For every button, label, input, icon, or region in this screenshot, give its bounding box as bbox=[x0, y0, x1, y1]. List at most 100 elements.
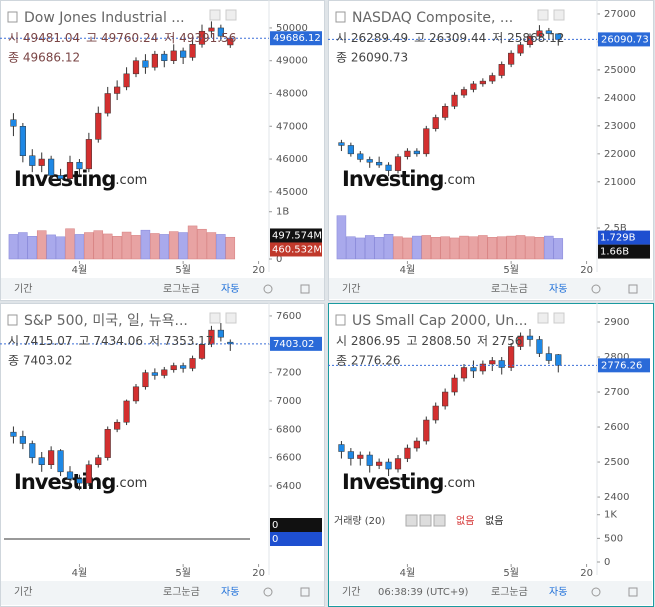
volume-tag-label: 460.532M bbox=[272, 244, 322, 255]
candle-body bbox=[208, 329, 215, 345]
ohlc-value: 시 2806.95 bbox=[336, 334, 400, 348]
volume-bar bbox=[187, 225, 198, 260]
candle-body bbox=[555, 354, 562, 366]
candle-body bbox=[132, 386, 140, 402]
candle-body bbox=[432, 117, 439, 129]
toolbar-button[interactable]: 자동 bbox=[221, 586, 239, 598]
y-tick-label: 6600 bbox=[276, 453, 301, 464]
expand-icon[interactable] bbox=[628, 284, 638, 294]
settings-icon[interactable] bbox=[591, 587, 601, 597]
candle-body bbox=[489, 75, 496, 82]
toolbar bbox=[1, 278, 324, 299]
price-tag-label: 26090.73 bbox=[601, 34, 649, 45]
volume-bar bbox=[206, 232, 217, 260]
y-tick-label: 6400 bbox=[276, 481, 301, 492]
watermark-text: .com bbox=[443, 476, 475, 491]
watermark: Investing.com bbox=[342, 167, 475, 191]
volume-bar bbox=[515, 235, 526, 260]
ohlc-value: 고 2808.50 bbox=[406, 334, 470, 348]
x-tick-label: 5월 bbox=[503, 264, 519, 276]
y-tick-label: 7200 bbox=[276, 368, 301, 379]
volume-bar bbox=[216, 234, 226, 260]
volume-tag bbox=[598, 230, 650, 245]
toolbar-button[interactable]: 로그눈금 bbox=[491, 586, 528, 598]
expand-icon[interactable] bbox=[300, 587, 310, 597]
volume-bar bbox=[374, 237, 384, 260]
candle-body bbox=[526, 335, 534, 340]
candle-body bbox=[123, 73, 130, 88]
volume-bar bbox=[364, 235, 375, 260]
toolbar-button[interactable]: 기간 bbox=[14, 586, 32, 598]
settings-icon[interactable] bbox=[263, 587, 273, 597]
toolbar-button[interactable]: 기간 bbox=[342, 283, 360, 295]
x-tick-label: 4월 bbox=[400, 264, 416, 276]
candle-body bbox=[132, 60, 140, 75]
volume-bar bbox=[112, 236, 122, 260]
toolbar-button[interactable]: 로그눈금 bbox=[163, 586, 200, 598]
candle-body bbox=[123, 400, 130, 423]
watermark-text: Investing bbox=[14, 470, 115, 494]
candle-body bbox=[489, 360, 496, 365]
candle-body bbox=[217, 329, 224, 338]
toolbar bbox=[1, 581, 324, 605]
candle-body bbox=[189, 358, 196, 369]
volume-bar bbox=[355, 237, 366, 260]
candle-body bbox=[114, 421, 121, 430]
candle-body bbox=[66, 471, 74, 480]
x-tick-label: 20 bbox=[252, 265, 265, 276]
toolbar-button[interactable]: 자동 bbox=[221, 283, 239, 295]
volume-bar bbox=[225, 236, 236, 260]
candle-body bbox=[347, 145, 354, 155]
candle-body bbox=[19, 126, 26, 157]
volume-bar bbox=[496, 236, 507, 260]
candle-body bbox=[161, 53, 168, 61]
volume-bar bbox=[18, 232, 28, 260]
candle-body bbox=[413, 150, 420, 155]
candle-body bbox=[76, 478, 83, 484]
volume-bar bbox=[36, 230, 47, 260]
candle-body bbox=[170, 50, 177, 61]
candle-body bbox=[104, 429, 111, 458]
expand-icon[interactable] bbox=[300, 284, 310, 294]
toolbar-button[interactable]: 로그눈금 bbox=[163, 283, 200, 295]
chart-title: US Small Cap 2000, Un... bbox=[352, 313, 528, 329]
volume-tag-label: 0 bbox=[272, 520, 278, 531]
y-tick-label: 45000 bbox=[276, 187, 308, 198]
settings-icon[interactable] bbox=[263, 284, 273, 294]
panel-icon bbox=[335, 314, 346, 326]
header-icon bbox=[537, 312, 549, 324]
candle-body bbox=[460, 367, 468, 379]
y-tick-label: 47000 bbox=[276, 121, 308, 132]
candle-body bbox=[470, 367, 477, 372]
header-icon bbox=[209, 312, 221, 324]
settings-icon[interactable] bbox=[591, 284, 601, 294]
candle-body bbox=[423, 419, 430, 442]
candle-body bbox=[470, 83, 477, 90]
volume-legend-value: 없음 bbox=[456, 514, 474, 527]
price-tag bbox=[598, 358, 650, 373]
toolbar bbox=[329, 278, 652, 299]
y-tick-label: 2600 bbox=[604, 422, 629, 433]
legend-icon bbox=[405, 514, 418, 527]
volume-bar bbox=[534, 237, 545, 260]
volume-bar bbox=[159, 234, 170, 260]
volume-bar bbox=[65, 228, 75, 260]
candle-body bbox=[508, 52, 515, 65]
candle-body bbox=[338, 142, 345, 146]
header-icon bbox=[537, 9, 549, 21]
ohlc-value: 시 7415.07 bbox=[8, 334, 72, 348]
toolbar-button[interactable]: 로그눈금 bbox=[491, 283, 528, 295]
candle-body bbox=[545, 353, 552, 361]
candle-body bbox=[48, 158, 55, 176]
candle-body bbox=[442, 106, 449, 118]
expand-icon[interactable] bbox=[628, 587, 638, 597]
toolbar-button[interactable]: 기간 bbox=[342, 586, 360, 598]
volume-tag-label: 0 bbox=[272, 534, 278, 545]
toolbar-button[interactable]: 기간 bbox=[14, 283, 32, 295]
watermark-text: .com bbox=[115, 476, 147, 491]
price-tag bbox=[598, 32, 650, 47]
ohlc-value: 고 49760.24 bbox=[86, 31, 158, 45]
toolbar-button[interactable]: 자동 bbox=[549, 283, 567, 295]
toolbar-button[interactable]: 자동 bbox=[549, 586, 567, 598]
